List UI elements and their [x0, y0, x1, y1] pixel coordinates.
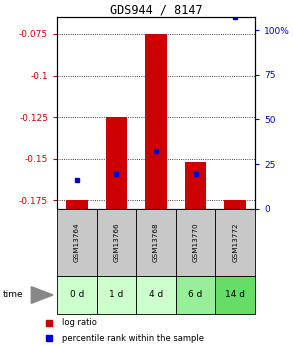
- Text: log ratio: log ratio: [62, 318, 96, 327]
- Bar: [136, 209, 176, 276]
- Bar: [66, 200, 88, 209]
- Text: 4 d: 4 d: [149, 290, 163, 299]
- Polygon shape: [31, 287, 53, 303]
- Text: 1 d: 1 d: [109, 290, 124, 299]
- Bar: [215, 209, 255, 276]
- Bar: [224, 200, 246, 209]
- Bar: [105, 117, 127, 209]
- Bar: [97, 209, 136, 276]
- Bar: [57, 276, 97, 314]
- Bar: [176, 209, 215, 276]
- Text: 6 d: 6 d: [188, 290, 203, 299]
- Text: percentile rank within the sample: percentile rank within the sample: [62, 334, 204, 343]
- Text: GSM13772: GSM13772: [232, 223, 238, 262]
- Text: time: time: [3, 290, 23, 299]
- Title: GDS944 / 8147: GDS944 / 8147: [110, 3, 202, 16]
- Bar: [176, 276, 215, 314]
- Bar: [57, 209, 97, 276]
- Text: GSM13770: GSM13770: [193, 223, 199, 262]
- Bar: [185, 162, 207, 209]
- Bar: [136, 276, 176, 314]
- Text: GSM13766: GSM13766: [113, 223, 120, 262]
- Bar: [145, 34, 167, 209]
- Text: GSM13768: GSM13768: [153, 223, 159, 262]
- Text: 0 d: 0 d: [70, 290, 84, 299]
- Bar: [215, 276, 255, 314]
- Text: GSM13764: GSM13764: [74, 223, 80, 262]
- Bar: [97, 276, 136, 314]
- Text: 14 d: 14 d: [225, 290, 245, 299]
